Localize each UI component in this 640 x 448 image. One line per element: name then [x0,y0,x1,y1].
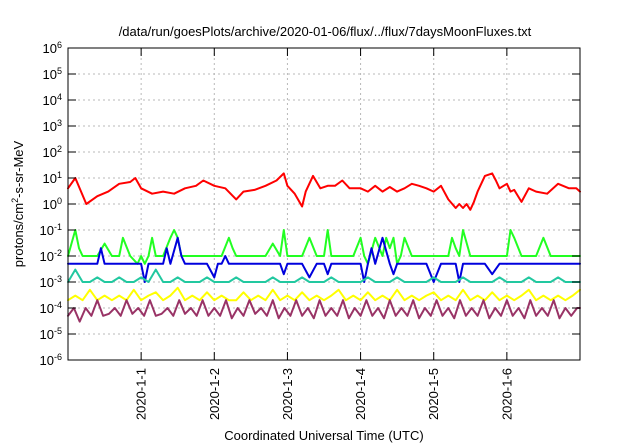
y-tick-label-base: 10 [43,197,57,212]
y-tick-label-exponent: 5 [57,66,62,76]
series-line-6 [67,299,581,323]
y-tick-label-exponent: 1 [57,170,62,180]
y-tick-label: 102 [43,144,62,160]
x-tick-label: 2020-1-4 [353,368,368,420]
y-tick-label: 10-5 [40,326,62,342]
y-tick-label-exponent: 6 [57,40,62,50]
y-tick-label: 100 [43,196,62,212]
series-line-2 [67,229,581,265]
x-tick-label: 2020-1-1 [134,368,149,420]
y-tick-label: 103 [43,118,62,134]
x-axis-title: Coordinated Universal Time (UTC) [224,428,423,443]
y-tick-labels: 10-610-510-410-310-210-11001011021031041… [40,40,62,368]
y-tick-label: 106 [43,40,62,56]
y-tick-label-base: 10 [43,67,57,82]
y-tick-label: 101 [43,170,62,186]
y-axis-title-base: protons/cm [11,203,26,267]
y-tick-label-exponent: 2 [57,144,62,154]
y-tick-label-base: 10 [43,41,57,56]
y-tick-label: 10-4 [40,300,62,316]
y-axis-title-rest: -s-sr-MeV [11,140,26,197]
series-line-1 [67,172,581,211]
x-tick-label: 2020-1-2 [207,368,222,420]
y-tick-label-base: 10 [43,171,57,186]
y-tick-label: 104 [43,92,62,108]
series-line-4 [67,268,581,283]
y-tick-label-exponent: -1 [54,222,62,232]
series-group [67,172,581,323]
y-tick-label: 10-2 [40,248,62,264]
y-tick-label: 10-6 [40,352,62,368]
y-tick-label: 10-3 [40,274,62,290]
chart-title: /data/run/goesPlots/archive/2020-01-06/f… [119,24,532,39]
y-tick-label-base: 10 [43,145,57,160]
y-axis-title: protons/cm2-s-sr-MeV [10,140,26,267]
x-tick-labels: 2020-1-1 2020-1-2 2020-1-3 2020-1-4 2020-1-5… [134,368,515,420]
x-tick-label: 2020-1-5 [426,368,441,420]
y-tick-label: 105 [43,66,62,82]
y-tick-label-exponent: -2 [54,248,62,258]
y-tick-label-exponent: -3 [54,274,62,284]
y-tick-label-base: 10 [40,223,54,238]
series-line-3 [67,236,581,283]
series-line-5 [67,286,581,302]
y-tick-label-base: 10 [40,327,54,342]
y-tick-label-base: 10 [43,119,57,134]
x-tick-label: 2020-1-6 [499,368,514,420]
y-tick-label-exponent: 3 [57,118,62,128]
y-tick-label-exponent: -5 [54,326,62,336]
x-tick-label: 2020-1-3 [280,368,295,420]
ticks [68,47,580,361]
y-tick-label-exponent: -4 [54,300,62,310]
y-tick-label-base: 10 [40,301,54,316]
y-tick-label-exponent: -6 [54,352,62,362]
y-tick-label-base: 10 [40,249,54,264]
y-tick-label: 10-1 [40,222,62,238]
y-tick-label-base: 10 [40,353,54,368]
y-tick-label-exponent: 4 [57,92,62,102]
y-tick-label-base: 10 [40,275,54,290]
y-tick-label-exponent: 0 [57,196,62,206]
y-tick-label-base: 10 [43,93,57,108]
y-axis-title-sup: 2 [10,198,20,203]
